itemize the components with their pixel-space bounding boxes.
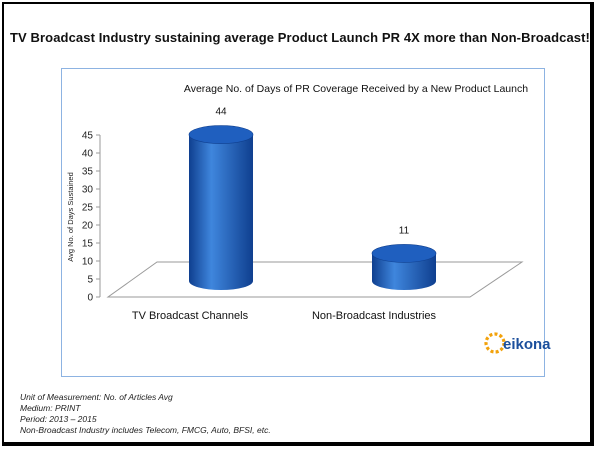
data-label: 11: [399, 225, 410, 236]
bar-1: 44: [188, 107, 254, 290]
x-tick-label: Non-Broadcast Industries: [312, 310, 437, 322]
bar-top: [371, 244, 437, 263]
chart-panel: [61, 68, 545, 377]
y-tick-label: 0: [87, 293, 93, 304]
note-medium: Medium: PRINT: [20, 403, 81, 413]
slide-headline: TV Broadcast Industry sustaining average…: [10, 30, 590, 45]
y-tick-label: 25: [82, 203, 94, 214]
x-tick-label: TV Broadcast Channels: [132, 310, 249, 322]
data-label: 44: [215, 107, 227, 118]
y-tick-label: 30: [82, 185, 94, 196]
bar-body: [189, 134, 253, 290]
y-tick-label: 40: [82, 149, 94, 160]
y-tick-label: 35: [82, 167, 94, 178]
footnotes: Unit of Measurement: No. of Articles Avg…: [20, 392, 271, 436]
note-period: Period: 2013 – 2015: [20, 414, 97, 424]
y-axis-label: Avg No. of Days Sustained: [66, 172, 75, 262]
note-unit: Unit of Measurement: No. of Articles Avg: [20, 392, 173, 402]
eikona-logo: eikona: [484, 328, 564, 360]
y-tick-label: 15: [82, 239, 94, 250]
y-tick-label: 45: [82, 131, 94, 142]
note-scope: Non-Broadcast Industry includes Telecom,…: [20, 425, 271, 435]
bar-top: [188, 125, 254, 144]
y-tick-label: 20: [82, 221, 94, 232]
chart-title: Average No. of Days of PR Coverage Recei…: [184, 83, 528, 95]
bar-body: [372, 253, 436, 290]
chart-floor: [106, 261, 524, 298]
y-tick-label: 5: [87, 275, 93, 286]
eikona-wordmark: eikona: [503, 336, 551, 353]
y-tick-label: 10: [82, 257, 94, 268]
bar-2: 11: [371, 225, 437, 290]
